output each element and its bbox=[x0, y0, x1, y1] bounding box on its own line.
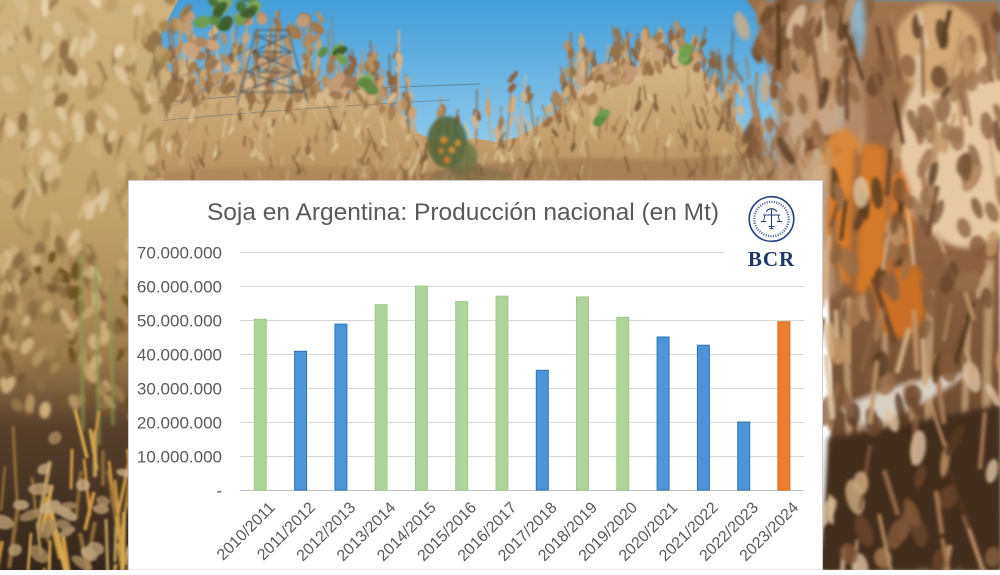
svg-text:70.000.000: 70.000.000 bbox=[137, 244, 222, 263]
svg-text:30.000.000: 30.000.000 bbox=[137, 380, 222, 399]
svg-text:-: - bbox=[216, 482, 222, 501]
svg-text:20.000.000: 20.000.000 bbox=[137, 414, 222, 433]
svg-text:40.000.000: 40.000.000 bbox=[137, 346, 222, 365]
svg-text:50.000.000: 50.000.000 bbox=[137, 312, 222, 331]
svg-text:60.000.000: 60.000.000 bbox=[137, 278, 222, 297]
svg-text:Soja en Argentina: Producción: Soja en Argentina: Producción nacional (… bbox=[207, 199, 719, 226]
svg-text:10.000.000: 10.000.000 bbox=[137, 448, 222, 467]
svg-text:BCR: BCR bbox=[748, 247, 795, 271]
